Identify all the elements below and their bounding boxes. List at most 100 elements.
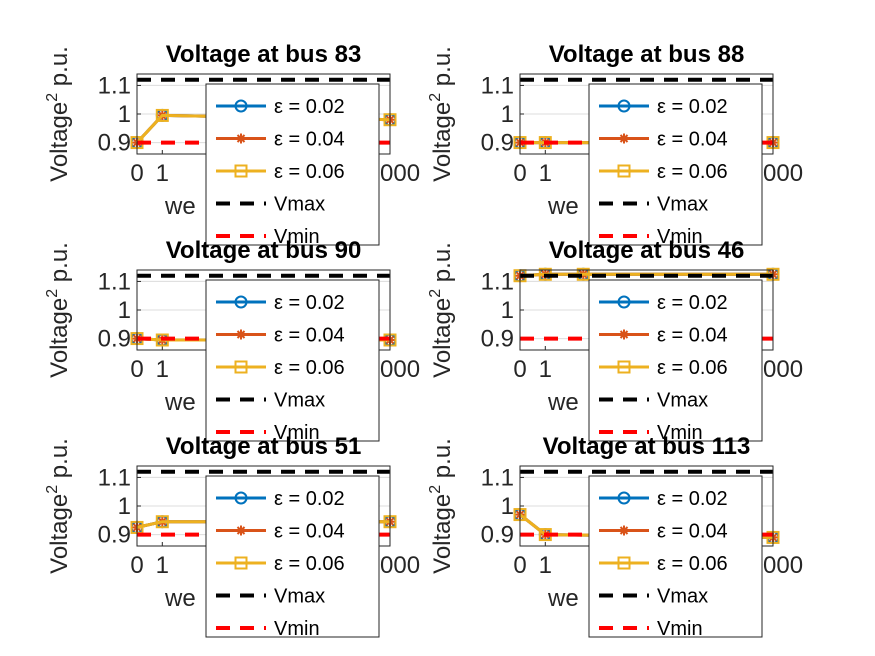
legend: ε = 0.02 ε = 0.04 ε = 0.06 Vmax Vmin: [205, 475, 380, 640]
legend-entry: Vmax: [657, 586, 708, 608]
y-label-suffix: p.u.: [46, 438, 73, 485]
data-point: [234, 491, 248, 505]
y-tick-label: 1.1: [98, 268, 131, 295]
data-point: [155, 515, 169, 529]
marker-stroke: [619, 134, 629, 143]
y-tick-label: 1.1: [481, 268, 514, 295]
chart-title: Voltage at bus 51: [166, 433, 362, 460]
legend-entry: ε = 0.02: [274, 292, 345, 314]
marker-stroke: [619, 526, 629, 535]
legend-entry: ε = 0.04: [657, 521, 728, 543]
legend-entry: Vmax: [657, 390, 708, 412]
legend-entry: Vmax: [657, 194, 708, 216]
data-point: [234, 360, 248, 374]
y-tick-label: 1.1: [98, 464, 131, 491]
y-axis-label: Voltage2 p.u.: [44, 46, 73, 182]
legend: ε = 0.02 ε = 0.04 ε = 0.06 Vmax Vmin: [588, 83, 763, 248]
legend-entry: Vmin: [274, 422, 320, 444]
x-tick-label: 1: [156, 160, 169, 187]
y-tick-label: 1.1: [98, 72, 131, 99]
chart-title: Voltage at bus 46: [549, 237, 745, 264]
legend-entry: ε = 0.04: [274, 325, 345, 347]
legend-entry: ε = 0.06: [274, 553, 345, 575]
legend-entry: ε = 0.06: [657, 161, 728, 183]
y-tick-label: 1: [118, 493, 131, 520]
y-label-main: Voltage: [429, 298, 456, 378]
y-tick-label: 0.9: [98, 326, 131, 353]
marker-stroke: [236, 134, 246, 143]
legend-entry: Vmax: [274, 194, 325, 216]
y-tick-label: 0.9: [98, 130, 131, 157]
marker-stroke: [236, 526, 246, 535]
data-point: [617, 164, 631, 178]
y-label-superscript: 2: [427, 93, 444, 102]
legend-entry: ε = 0.02: [657, 488, 728, 510]
data-point: [619, 133, 629, 144]
chart-title: Voltage at bus 90: [166, 237, 362, 264]
x-tick-label: 0: [130, 356, 143, 383]
y-label-suffix: p.u.: [46, 46, 73, 93]
y-axis-label: Voltage2 p.u.: [44, 242, 73, 378]
x-tick-label: 1: [539, 356, 552, 383]
y-label-suffix: p.u.: [429, 46, 456, 93]
data-point: [617, 99, 631, 113]
x-tick-label: 000: [380, 356, 420, 383]
data-point: [234, 164, 248, 178]
legend: ε = 0.02 ε = 0.04 ε = 0.06 Vmax Vmin: [205, 279, 380, 444]
y-label-main: Voltage: [46, 102, 73, 182]
x-tick-label: 1: [156, 552, 169, 579]
legend-entry: ε = 0.04: [657, 129, 728, 151]
chart-title: Voltage at bus 88: [549, 41, 745, 68]
x-tick-label: 1: [539, 160, 552, 187]
y-tick-label: 0.9: [98, 522, 131, 549]
legend-entry: ε = 0.02: [274, 96, 345, 118]
y-tick-label: 1.1: [481, 72, 514, 99]
data-point: [236, 329, 246, 340]
y-label-superscript: 2: [44, 485, 61, 494]
chart-title: Voltage at bus 83: [166, 41, 362, 68]
marker-stroke: [619, 330, 629, 339]
y-label-suffix: p.u.: [46, 242, 73, 289]
x-axis-label: we: [547, 193, 579, 220]
legend-entry: Vmin: [274, 618, 320, 640]
legend-entry: ε = 0.06: [274, 161, 345, 183]
legend-entry: ε = 0.06: [657, 553, 728, 575]
y-tick-label: 1: [501, 297, 514, 324]
marker-stroke: [236, 330, 246, 339]
legend-entry: ε = 0.02: [657, 292, 728, 314]
y-label-superscript: 2: [427, 485, 444, 494]
y-axis-label: Voltage2 p.u.: [427, 242, 456, 378]
data-point: [236, 133, 246, 144]
y-tick-label: 0.9: [481, 522, 514, 549]
legend: ε = 0.02 ε = 0.04 ε = 0.06 Vmax Vmin: [205, 83, 380, 248]
x-tick-label: 0: [130, 552, 143, 579]
data-point: [619, 329, 629, 340]
x-tick-label: 0: [513, 356, 526, 383]
x-tick-label: 0: [130, 160, 143, 187]
legend-entry: Vmax: [274, 390, 325, 412]
x-tick-label: 000: [763, 160, 803, 187]
x-tick-label: 1: [156, 356, 169, 383]
y-tick-label: 1: [118, 101, 131, 128]
x-axis-label: we: [164, 389, 196, 416]
legend-entry: Vmax: [274, 586, 325, 608]
legend: ε = 0.02 ε = 0.04 ε = 0.06 Vmax Vmin: [588, 279, 763, 444]
x-tick-label: 0: [513, 160, 526, 187]
y-tick-label: 0.9: [481, 130, 514, 157]
y-label-superscript: 2: [427, 289, 444, 298]
data-point: [617, 295, 631, 309]
data-point: [155, 108, 169, 122]
chart-title: Voltage at bus 113: [543, 433, 751, 460]
y-tick-label: 0.9: [481, 326, 514, 353]
y-axis-label: Voltage2 p.u.: [427, 46, 456, 182]
data-point: [617, 491, 631, 505]
legend-entry: ε = 0.06: [657, 357, 728, 379]
x-tick-label: 000: [763, 356, 803, 383]
